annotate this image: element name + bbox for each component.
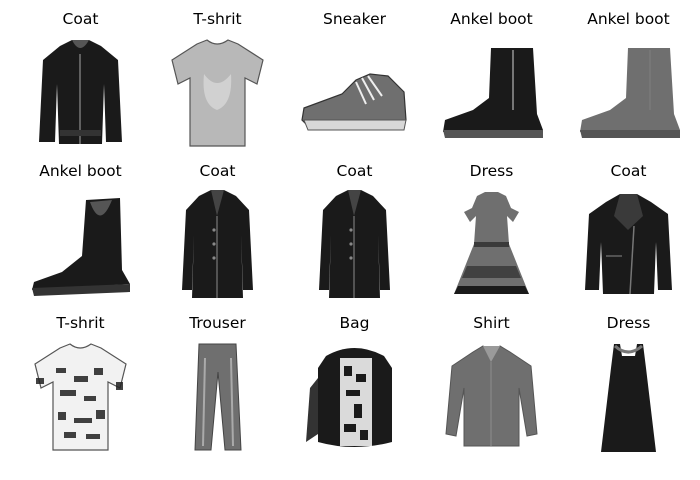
cell-label: Trouser: [189, 314, 246, 332]
cell-label: Ankel boot: [39, 162, 122, 180]
cell-label: T-shrit: [56, 314, 105, 332]
grid-cell: T-shrit: [12, 312, 149, 464]
grid-cell: T-shrit: [149, 8, 286, 160]
cell-label: Coat: [336, 162, 373, 180]
grid-cell: Bag: [286, 312, 423, 464]
cell-label: Ankel boot: [450, 10, 533, 28]
chelsea-boot-icon: [32, 198, 130, 296]
grid-cell: Dress: [423, 160, 560, 312]
grid-cell: Trouser: [149, 312, 286, 464]
trouser-icon: [194, 343, 242, 451]
t-shirt-icon: [34, 343, 127, 451]
cell-label: Sneaker: [322, 10, 387, 28]
cell-label: Dress: [469, 162, 514, 180]
ankle-boot-icon: [580, 48, 680, 138]
shirt-icon: [445, 345, 538, 447]
cell-label: Coat: [62, 10, 99, 28]
cell-label: T-shrit: [193, 10, 242, 28]
long-coat-icon: [182, 190, 253, 298]
cell-label: Coat: [610, 162, 647, 180]
grid-cell: Dress: [560, 312, 697, 464]
grid-cell: Sneaker: [286, 8, 423, 160]
dress-icon: [454, 192, 529, 294]
jacket-icon: [585, 194, 672, 295]
long-coat-icon: [319, 190, 390, 298]
t-shirt-icon: [171, 39, 264, 147]
cell-label: Dress: [606, 314, 651, 332]
grid-cell: Ankel boot: [560, 8, 697, 160]
grid-cell: Shirt: [423, 312, 560, 464]
coat-icon: [39, 40, 122, 144]
sneaker-icon: [301, 73, 407, 131]
cell-label: Coat: [199, 162, 236, 180]
grid-cell: Coat: [286, 160, 423, 312]
grid-cell: Ankel boot: [12, 160, 149, 312]
bag-icon: [306, 348, 392, 447]
cell-label: Bag: [339, 314, 370, 332]
grid-cell: Coat: [560, 160, 697, 312]
slip-dress-icon: [601, 344, 656, 452]
grid-cell: Ankel boot: [423, 8, 560, 160]
cell-label: Ankel boot: [587, 10, 670, 28]
ankle-boot-icon: [443, 48, 543, 138]
cell-label: Shirt: [473, 314, 510, 332]
grid-cell: Coat: [12, 8, 149, 160]
grid-cell: Coat: [149, 160, 286, 312]
